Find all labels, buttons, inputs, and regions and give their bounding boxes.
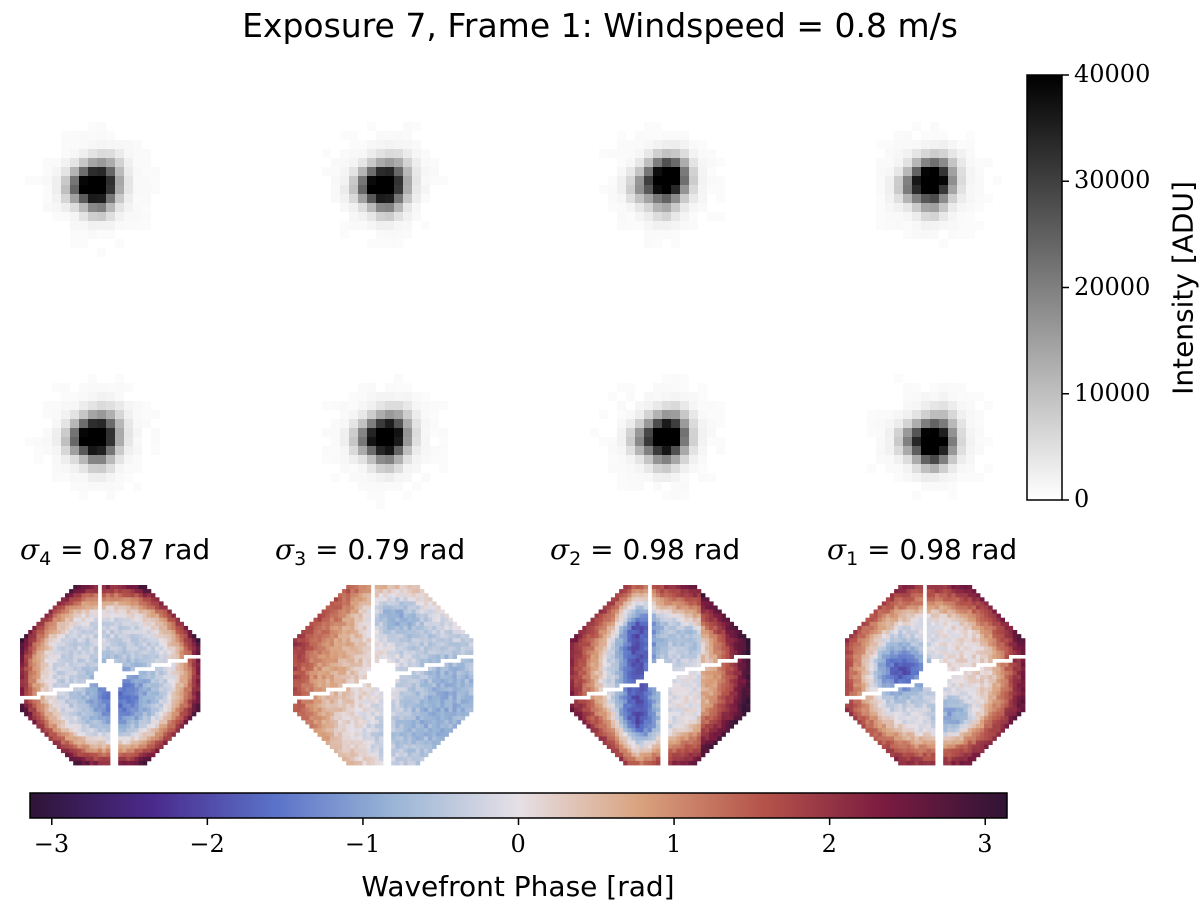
- intensity-tick-label: 40000: [1074, 60, 1151, 88]
- phase-tick-label: 0: [510, 830, 526, 858]
- phase-tick-label: 3: [977, 830, 993, 858]
- sigma-symbol: σ: [275, 533, 295, 566]
- figure-title: Exposure 7, Frame 1: Windspeed = 0.8 m/s: [242, 6, 958, 45]
- wavefront-panels: [20, 585, 1026, 766]
- psf-panel: [867, 374, 993, 500]
- sigma-value: = 0.87 rad: [60, 533, 211, 566]
- sigma-label-2: σ2 = 0.98 rad: [550, 533, 740, 570]
- psf-panel: [322, 122, 448, 248]
- intensity-tick-label: 10000: [1074, 378, 1151, 407]
- sigma-label-1: σ1 = 0.98 rad: [827, 533, 1017, 570]
- sigma-subscript: 3: [294, 548, 307, 570]
- wavefront-panel: [845, 585, 1026, 766]
- psf-panel: [599, 122, 725, 248]
- sigma-symbol: σ: [550, 533, 570, 566]
- intensity-tick-label: 20000: [1074, 272, 1151, 301]
- psf-panels: [25, 122, 1002, 509]
- psf-panel: [322, 374, 448, 509]
- phase-tick-label: 2: [821, 830, 837, 858]
- sigma-value: = 0.98 rad: [590, 533, 741, 566]
- phase-tick-label: −2: [189, 830, 225, 858]
- intensity-colorbar: [1026, 74, 1069, 501]
- wavefront-panel: [570, 585, 751, 766]
- sigma-subscript: 2: [569, 548, 582, 570]
- wavefront-panel: [20, 585, 201, 766]
- intensity-tick-label: 0: [1074, 485, 1090, 513]
- psf-panel: [590, 374, 725, 500]
- sigma-label-3: σ3 = 0.79 rad: [275, 533, 465, 570]
- sigma-subscript: 1: [846, 548, 859, 570]
- sigma-label-4: σ4 = 0.87 rad: [20, 533, 210, 570]
- phase-colorbar-label: Wavefront Phase [rad]: [361, 870, 675, 903]
- phase-tick-label: 1: [666, 830, 682, 858]
- sigma-value: = 0.79 rad: [315, 533, 466, 566]
- intensity-tick-label: 30000: [1074, 166, 1151, 195]
- sigma-symbol: σ: [827, 533, 847, 566]
- phase-tick-label: −3: [33, 830, 70, 858]
- intensity-colorbar-label: Intensity [ADU]: [1166, 181, 1200, 395]
- sigma-value: = 0.98 rad: [867, 533, 1018, 566]
- phase-colorbar: [29, 792, 1008, 825]
- psf-panel: [25, 374, 160, 500]
- wavefront-panel: [293, 585, 474, 766]
- sigma-subscript: 4: [39, 548, 52, 570]
- psf-panel: [876, 122, 1002, 248]
- phase-tick-label: −1: [344, 830, 381, 858]
- sigma-symbol: σ: [20, 533, 40, 566]
- psf-panel: [25, 122, 160, 257]
